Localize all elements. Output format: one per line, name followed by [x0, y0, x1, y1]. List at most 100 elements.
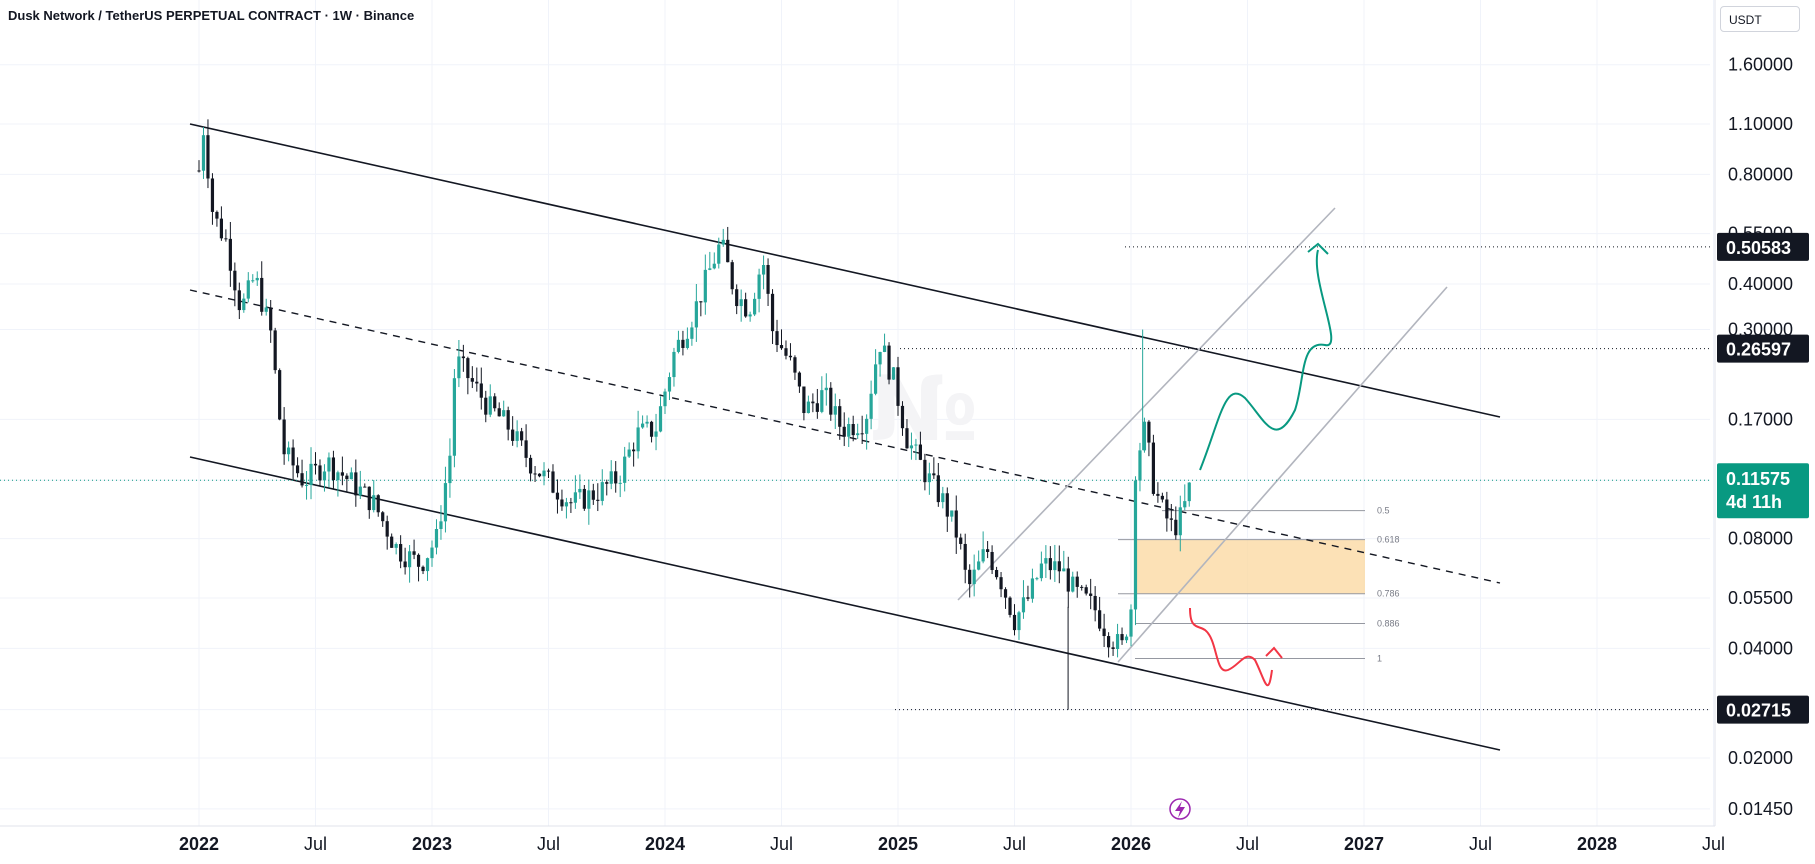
bearish-projection-arrow[interactable] — [1189, 607, 1273, 687]
candle-body — [363, 486, 367, 488]
candle-body — [416, 554, 421, 567]
candle-body — [318, 465, 322, 481]
candle-body — [618, 482, 622, 484]
candle-body — [1084, 587, 1088, 594]
time-axis-tick-label: 2028 — [1577, 834, 1617, 854]
candle-body — [1098, 610, 1102, 629]
candle-body — [788, 355, 793, 358]
candle-body — [645, 421, 649, 424]
candle-body — [909, 445, 914, 449]
candle-body — [797, 372, 802, 387]
candle-body — [349, 472, 353, 480]
candle-body — [345, 475, 349, 480]
candle-body — [1147, 421, 1151, 443]
candle-body — [748, 314, 752, 317]
candle-body — [708, 268, 712, 270]
candle-body — [1075, 576, 1079, 587]
candle-body — [891, 367, 896, 380]
fib-level-label: 0.618 — [1377, 535, 1400, 545]
candle-body — [829, 387, 833, 415]
price-axis-tick-label: 0.05500 — [1728, 588, 1793, 608]
candle-body — [860, 433, 864, 435]
candle-body — [649, 421, 654, 437]
candle-body — [739, 299, 743, 307]
price-level-tag-label: 0.50583 — [1726, 238, 1791, 258]
candle-body — [757, 274, 761, 299]
time-axis-tick-label: 2022 — [179, 834, 219, 854]
candle-body — [1030, 578, 1035, 599]
candle-body — [994, 570, 999, 578]
candle-body — [1115, 634, 1120, 649]
candle-body — [448, 455, 452, 484]
candle-body — [430, 547, 434, 559]
candle-body — [385, 521, 389, 537]
candle-body — [806, 401, 810, 414]
candle-body — [663, 391, 667, 407]
candle-body — [685, 338, 690, 348]
candle-body — [667, 377, 672, 392]
fib-level-label: 1 — [1377, 654, 1382, 664]
candle-body — [488, 396, 492, 415]
candle-body — [882, 345, 887, 352]
bar-countdown-label: 4d 11h — [1726, 492, 1782, 512]
candle-body — [927, 473, 931, 483]
candle-body — [452, 378, 457, 456]
candle-body — [856, 433, 860, 436]
price-axis-tick-label: 1.60000 — [1728, 55, 1793, 75]
candle-body — [824, 387, 828, 391]
candle-body — [331, 457, 336, 481]
candle-body — [703, 269, 707, 303]
price-axis-tick-label: 0.04000 — [1728, 638, 1793, 658]
candle-body — [390, 536, 394, 548]
bullish-projection-arrow[interactable] — [1199, 249, 1333, 471]
candle-body — [1048, 558, 1052, 571]
currency-selector[interactable]: USDT — [1720, 6, 1800, 32]
candle-body — [206, 135, 210, 179]
candle-body — [381, 512, 385, 522]
candle-body — [753, 298, 757, 315]
candle-body — [981, 549, 985, 562]
candle-body — [269, 307, 273, 331]
candle-body — [237, 290, 241, 311]
candle-body — [770, 293, 775, 332]
candle-body — [1012, 614, 1017, 631]
candle-body — [623, 456, 627, 483]
channel-lower-line[interactable] — [189, 456, 1501, 751]
candle-body — [255, 277, 259, 281]
candle-body — [793, 357, 797, 373]
channel-upper-line[interactable] — [189, 123, 1501, 418]
candle-body — [573, 492, 577, 503]
candle-body — [515, 431, 519, 441]
candle-body — [443, 483, 448, 522]
candle-body — [1021, 597, 1026, 613]
rising-channel-upper[interactable] — [957, 207, 1336, 601]
price-level-tag — [1717, 695, 1809, 724]
price-axis-tick-label: 0.17000 — [1728, 409, 1793, 429]
candle-body — [1062, 568, 1066, 572]
candle-body — [1156, 493, 1160, 496]
candle-body — [313, 463, 318, 466]
candle-body — [959, 537, 963, 544]
rising-channel-lower[interactable] — [1117, 286, 1448, 663]
price-axis-tick-label: 0.01450 — [1728, 799, 1793, 819]
candle-body — [1178, 507, 1182, 536]
candle-body — [511, 429, 515, 441]
candle-body — [730, 262, 734, 290]
candle-body — [690, 327, 694, 339]
candle-body — [564, 502, 569, 507]
candle-body — [721, 239, 725, 245]
candle-body — [551, 471, 555, 493]
candle-body — [905, 428, 909, 449]
channel-mid-line[interactable] — [189, 289, 1501, 584]
candle-body — [251, 280, 255, 282]
candle-body — [600, 482, 604, 501]
candle-body — [421, 566, 425, 572]
candle-body — [1039, 563, 1043, 579]
price-axis-tick-label: 0.30000 — [1728, 320, 1793, 340]
candle-body — [201, 135, 206, 171]
candle-body — [802, 386, 806, 414]
candle-body — [672, 351, 676, 378]
candle-body — [282, 419, 286, 455]
